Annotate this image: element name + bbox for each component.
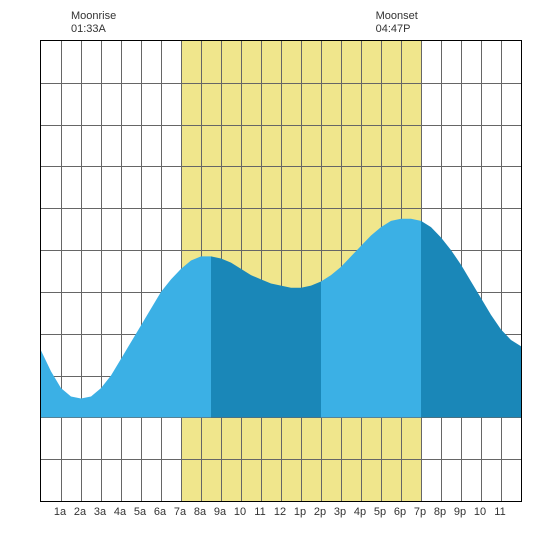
x-tick-label: 4p (354, 506, 366, 518)
moonrise-label: Moonrise01:33A (71, 10, 116, 36)
x-tick-label: 1a (54, 506, 66, 518)
x-axis: 1a 2a 3a 4a 5a 6a 7a 8a 9a 10 11 12 1p 2p 3p 4p 5p 6p 7p 8p… (40, 502, 520, 522)
plot-area: 9876543210-1 (40, 40, 522, 502)
x-tick-label: 9a (214, 506, 226, 518)
x-tick-label: 8p (434, 506, 446, 518)
x-tick-label: 11 (254, 506, 265, 518)
x-tick-label: 8a (194, 506, 206, 518)
top-label-title: Moonset (376, 10, 418, 23)
moonset-label: Moonset04:47P (376, 10, 418, 36)
x-tick-label: 11 (494, 506, 505, 518)
x-tick-label: 5p (374, 506, 386, 518)
x-tick-label: 10 (234, 506, 246, 518)
tide-segment (321, 219, 421, 418)
x-tick-label: 1p (294, 506, 306, 518)
top-labels-row: Moonrise01:33A Moonset04:47P (40, 10, 520, 40)
x-tick-label: 9p (454, 506, 466, 518)
x-tick-label: 3p (334, 506, 346, 518)
x-tick-label: 7a (174, 506, 186, 518)
tide-chart: Moonrise01:33A Moonset04:47P 9876543210-1… (10, 10, 540, 540)
x-tick-label: 12 (274, 506, 286, 518)
tide-segment (41, 256, 211, 417)
x-tick-label: 5a (134, 506, 146, 518)
x-tick-label: 10 (474, 506, 486, 518)
x-tick-label: 2p (314, 506, 326, 518)
top-label-title: Moonrise (71, 10, 116, 23)
tide-segment (421, 221, 521, 418)
top-label-value: 04:47P (376, 23, 418, 36)
tide-segment (211, 256, 321, 417)
x-tick-label: 7p (414, 506, 426, 518)
tide-area (41, 41, 521, 501)
x-tick-label: 6p (394, 506, 406, 518)
x-tick-label: 3a (94, 506, 106, 518)
x-tick-label: 6a (154, 506, 166, 518)
top-label-value: 01:33A (71, 23, 116, 36)
x-tick-label: 4a (114, 506, 126, 518)
x-tick-label: 2a (74, 506, 86, 518)
